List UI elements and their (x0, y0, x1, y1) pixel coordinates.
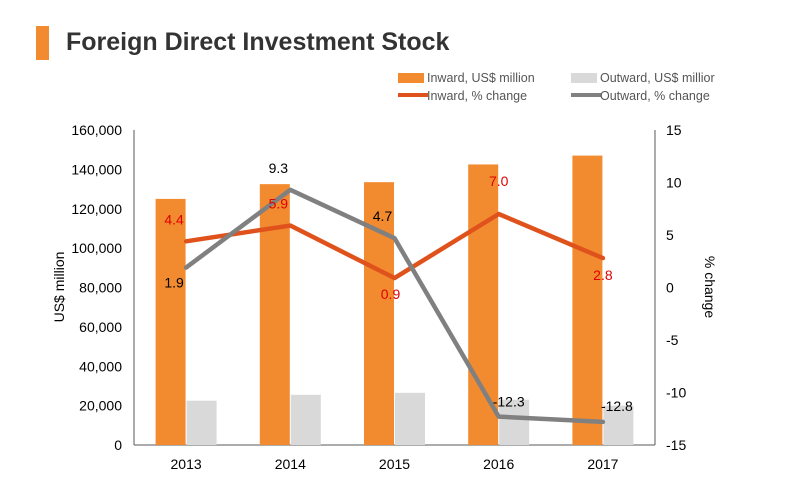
y2-tick-label: 10 (666, 175, 682, 191)
y2-tick-label: 5 (666, 227, 674, 243)
x-tick-label: 2017 (587, 456, 618, 472)
y-tick-label: 160,000 (71, 122, 122, 138)
bar-outward (290, 394, 321, 445)
legend-swatch-outward-bar (571, 73, 597, 83)
legend-label-inward-bar: Inward, US$ million (427, 71, 535, 85)
y-tick-label: 40,000 (79, 358, 122, 374)
y-tick-label: 20,000 (79, 398, 122, 414)
line-inward-change (183, 211, 606, 281)
y-tick-label: 60,000 (79, 319, 122, 335)
data-label-inward: 2.8 (593, 267, 613, 283)
data-label-outward: 1.9 (164, 275, 184, 291)
y2-axis-title: % change (702, 256, 718, 318)
x-tick-label: 2016 (483, 456, 514, 472)
x-tick-label: 2013 (171, 456, 202, 472)
y2-tick-label: -5 (666, 332, 679, 348)
y2-tick-label: 15 (666, 122, 682, 138)
bar-inward (155, 198, 186, 445)
y2-tick-label: -15 (666, 437, 686, 453)
legend-swatch-inward-bar (398, 73, 424, 83)
y2-tick-label: -10 (666, 385, 686, 401)
bar-outward (186, 400, 217, 445)
y-ticks: 0 20,000 40,000 60,000 80,000 100,000 120,000 1… (71, 122, 122, 453)
data-label-inward: 0.9 (381, 286, 401, 302)
data-label-inward: 5.9 (269, 196, 289, 212)
y-tick-label: 80,000 (79, 280, 122, 296)
bar-outward (395, 392, 425, 445)
x-tick-label: 2014 (275, 456, 306, 472)
lines (183, 187, 606, 425)
bar-inward (468, 164, 499, 445)
data-label-outward: 4.7 (373, 208, 393, 224)
legend-label-inward-line: Inward, % change (427, 89, 527, 103)
y-tick-label: 0 (114, 437, 122, 453)
y2-tick-label: 0 (666, 280, 674, 296)
line-outward-change (183, 187, 606, 425)
bar-outward (499, 399, 530, 445)
title-accent-bar (36, 26, 49, 60)
legend-label-outward-line: Outward, % change (600, 89, 710, 103)
legend: Inward, US$ million Outward, US$ millior… (398, 71, 715, 103)
x-ticks: 2013 2014 2015 2016 2017 (171, 456, 619, 472)
y-tick-label: 120,000 (71, 201, 122, 217)
y-tick-label: 100,000 (71, 240, 122, 256)
data-label-outward: -12.3 (493, 394, 525, 410)
bar-inward (572, 155, 603, 445)
data-label-outward: -12.8 (601, 398, 633, 414)
data-label-inward: 4.4 (164, 211, 184, 227)
chart-title: Foreign Direct Investment Stock (66, 28, 450, 56)
bar-inward (259, 184, 290, 445)
data-label-outward: 9.3 (269, 160, 289, 176)
x-tick-label: 2015 (379, 456, 410, 472)
y2-ticks: -15 -10 -5 0 5 10 15 (666, 122, 686, 453)
legend-label-outward-bar: Outward, US$ millior (600, 71, 715, 85)
data-labels: 4.4 5.9 0.9 7.0 2.8 1.9 9.3 4.7 -12.3 -12.8 (164, 160, 633, 414)
data-label-inward: 7.0 (489, 173, 509, 189)
bar-outward (603, 405, 634, 445)
y-tick-label: 140,000 (71, 161, 122, 177)
y-axis-title: US$ million (51, 252, 67, 323)
